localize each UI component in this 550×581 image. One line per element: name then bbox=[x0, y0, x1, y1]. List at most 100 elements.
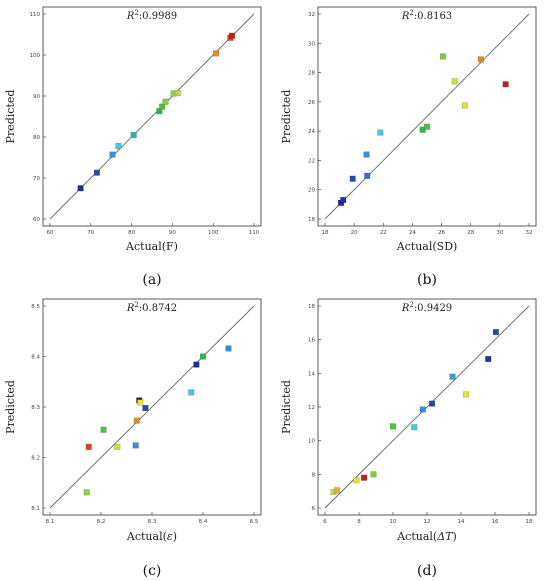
r-squared-exponent: 2 bbox=[134, 301, 138, 309]
panel-a: 60 70 80 90 100 110 60 70 80 90 100 110 R2:0.9989 Pre… bbox=[4, 6, 262, 288]
x-axis-label-symbol: ε bbox=[167, 530, 173, 543]
x-axis-label-prefix: Actual( bbox=[396, 530, 437, 543]
data-point bbox=[188, 389, 195, 396]
r-squared-value: :0.8742 bbox=[139, 303, 177, 314]
x-tick-label: 12 bbox=[424, 519, 431, 525]
panel-label: (a) bbox=[142, 272, 161, 288]
data-point bbox=[364, 172, 371, 179]
y-tick-label: 60 bbox=[33, 217, 40, 223]
data-point bbox=[162, 98, 169, 105]
panel-d: 6 8 10 12 14 16 18 6 8 10 12 14 16 18 R2:0.9429 Predict… bbox=[280, 298, 537, 579]
data-point bbox=[477, 56, 484, 63]
data-point bbox=[114, 443, 121, 450]
x-axis-label-suffix: ) bbox=[173, 530, 177, 543]
data-point bbox=[100, 426, 107, 433]
y-tick-label: 18 bbox=[308, 304, 315, 310]
y-tick-label: 8 bbox=[312, 472, 316, 478]
fit-line bbox=[324, 305, 530, 509]
x-tick-label: 32 bbox=[526, 230, 533, 236]
y-axis-label: Predicted bbox=[280, 90, 293, 144]
x-axis-label-symbol: ΔT bbox=[436, 530, 454, 543]
data-point bbox=[424, 123, 431, 130]
x-tick-label: 70 bbox=[87, 230, 94, 236]
y-tick-label: 100 bbox=[30, 53, 41, 59]
x-tick-label: 110 bbox=[249, 230, 260, 236]
r-squared-exponent: 2 bbox=[134, 9, 138, 17]
x-tick-label: 8.1 bbox=[46, 519, 55, 525]
data-point bbox=[228, 32, 235, 39]
x-tick-label: 8 bbox=[357, 519, 361, 525]
data-point bbox=[109, 151, 116, 158]
r-squared-value: :0.8163 bbox=[414, 11, 452, 22]
x-tick-label: 8.3 bbox=[148, 519, 157, 525]
y-tick-label: 32 bbox=[308, 12, 315, 18]
panel-label: (d) bbox=[417, 563, 437, 579]
y-tick-label: 18 bbox=[308, 217, 315, 223]
y-tick-label: 26 bbox=[308, 100, 315, 106]
y-tick-label: 10 bbox=[308, 439, 315, 445]
data-point bbox=[159, 103, 166, 110]
data-point bbox=[502, 81, 509, 88]
x-tick-label: 24 bbox=[409, 230, 416, 236]
plot-frame bbox=[317, 6, 537, 227]
y-tick-label: 8.5 bbox=[31, 304, 40, 310]
data-point bbox=[492, 329, 499, 336]
data-point bbox=[451, 78, 458, 85]
r-squared-symbol: R bbox=[126, 303, 135, 314]
y-tick-label: 70 bbox=[33, 176, 40, 182]
x-axis-label-prefix: Actual( bbox=[126, 530, 167, 543]
x-tick-label: 90 bbox=[169, 230, 176, 236]
data-point bbox=[93, 169, 100, 176]
x-tick-label: 8.5 bbox=[250, 519, 259, 525]
x-tick-label: 18 bbox=[322, 230, 329, 236]
panel-b: 18 20 22 24 26 28 30 32 18 20 22 24 26 28 30 32 R2:0.816… bbox=[280, 6, 537, 288]
y-tick-label: 80 bbox=[33, 135, 40, 141]
data-point bbox=[137, 399, 144, 406]
y-tick-label: 90 bbox=[33, 94, 40, 100]
x-tick-label: 100 bbox=[208, 230, 219, 236]
x-axis-label: Actual(ΔT) bbox=[396, 530, 457, 543]
x-axis-label-suffix: ) bbox=[452, 530, 456, 543]
r-squared-annotation: R2:0.9989 bbox=[126, 9, 177, 22]
y-tick-label: 8.3 bbox=[31, 405, 40, 411]
r-squared-exponent: 2 bbox=[409, 301, 413, 309]
x-tick-label: 8.4 bbox=[199, 519, 208, 525]
data-point bbox=[132, 442, 139, 449]
y-tick-label: 28 bbox=[308, 71, 315, 77]
x-tick-label: 80 bbox=[128, 230, 135, 236]
data-point bbox=[130, 131, 137, 138]
y-tick-label: 24 bbox=[308, 129, 315, 135]
data-point bbox=[115, 143, 122, 150]
plot-frame bbox=[42, 6, 262, 227]
x-tick-label: 16 bbox=[492, 519, 499, 525]
x-tick-label: 6 bbox=[323, 519, 327, 525]
data-point bbox=[449, 373, 456, 380]
data-point bbox=[213, 50, 220, 57]
fit-line bbox=[49, 13, 255, 220]
data-point bbox=[349, 175, 356, 182]
data-point bbox=[156, 108, 163, 115]
x-axis-label: Actual(SD) bbox=[396, 240, 458, 253]
data-point bbox=[142, 405, 149, 412]
x-tick-label: 14 bbox=[458, 519, 465, 525]
x-tick-label: 10 bbox=[390, 519, 397, 525]
data-point bbox=[429, 400, 436, 407]
y-axis-label: Predicted bbox=[4, 90, 17, 144]
data-point bbox=[411, 424, 418, 431]
x-tick-label: 8.2 bbox=[97, 519, 106, 525]
data-point bbox=[377, 129, 384, 136]
x-tick-label: 22 bbox=[380, 230, 387, 236]
data-point bbox=[419, 126, 426, 133]
data-point bbox=[83, 489, 90, 496]
panel-c: 8.1 8.2 8.3 8.4 8.5 8.1 8.2 8.3 8.4 8.5 R2:0.8742 P… bbox=[4, 298, 262, 579]
r-squared-symbol: R bbox=[401, 11, 410, 22]
y-tick-label: 8.4 bbox=[31, 355, 40, 361]
r-squared-annotation: R2:0.8163 bbox=[401, 9, 452, 22]
data-point bbox=[85, 443, 92, 450]
data-point bbox=[485, 356, 492, 363]
r-squared-value: :0.9429 bbox=[414, 303, 452, 314]
x-tick-label: 26 bbox=[438, 230, 445, 236]
data-point bbox=[199, 353, 206, 360]
y-tick-label: 110 bbox=[30, 12, 41, 18]
